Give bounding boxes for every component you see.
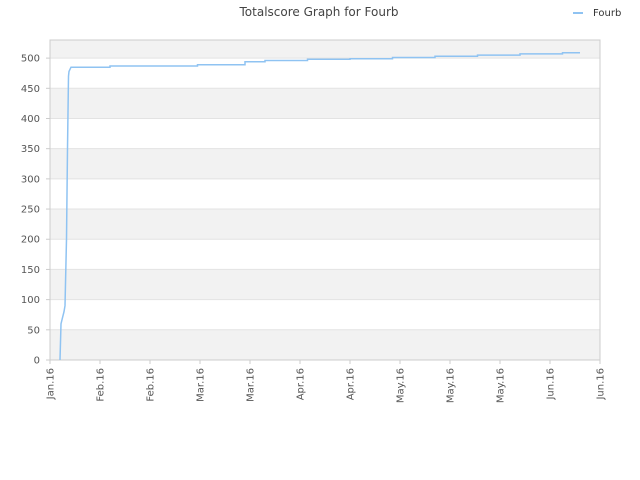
grid-band: [50, 40, 600, 59]
chart-title: Totalscore Graph for Fourb: [239, 5, 399, 19]
plot-border: [49, 39, 601, 361]
x-tick-label: May.16: [396, 368, 407, 403]
y-tick-label: 150: [21, 265, 40, 276]
x-axis: Jan.16 Feb.16 Feb.16 Mar.16 Mar.16 Apr.16 Apr.…: [46, 360, 607, 403]
y-tick-label: 0: [34, 356, 40, 367]
series-group: [59, 51, 580, 361]
x-tick-label: Apr.16: [346, 368, 357, 400]
x-tick-label: Mar.16: [196, 368, 207, 402]
legend[interactable]: Fourb: [573, 8, 621, 19]
y-tick-label: 100: [21, 295, 40, 306]
y-tick-label: 200: [21, 235, 40, 246]
y-tick-label: 450: [21, 84, 40, 95]
x-tick-label: Mar.16: [246, 368, 257, 402]
y-tick-label: 300: [21, 174, 40, 185]
y-tick-label: 350: [21, 144, 40, 155]
y-tick-label: 250: [21, 205, 40, 216]
y-axis: 0 50 100 150 200 250 300 350 400 450 500: [21, 54, 50, 367]
y-tick-label: 400: [21, 114, 40, 125]
x-tick-label: Feb.16: [96, 368, 107, 402]
x-tick-label: Apr.16: [296, 368, 307, 400]
x-tick-label: Feb.16: [146, 368, 157, 402]
plot-area: [49, 39, 601, 361]
grid-band: [50, 209, 600, 240]
series-line-fourb: [59, 51, 580, 361]
grid-band: [50, 329, 600, 360]
y-tick-label: 50: [27, 325, 40, 336]
x-tick-label: May.16: [446, 368, 457, 403]
x-tick-label: Jan.16: [46, 368, 57, 400]
legend-label: Fourb: [593, 8, 621, 19]
grid-band: [50, 88, 600, 119]
x-tick-label: May.16: [496, 368, 507, 403]
grid-band: [50, 269, 600, 300]
x-tick-label: Jun.16: [596, 368, 607, 401]
x-tick-label: Jun.16: [546, 368, 557, 401]
y-tick-label: 500: [21, 54, 40, 65]
grid-band: [50, 148, 600, 179]
